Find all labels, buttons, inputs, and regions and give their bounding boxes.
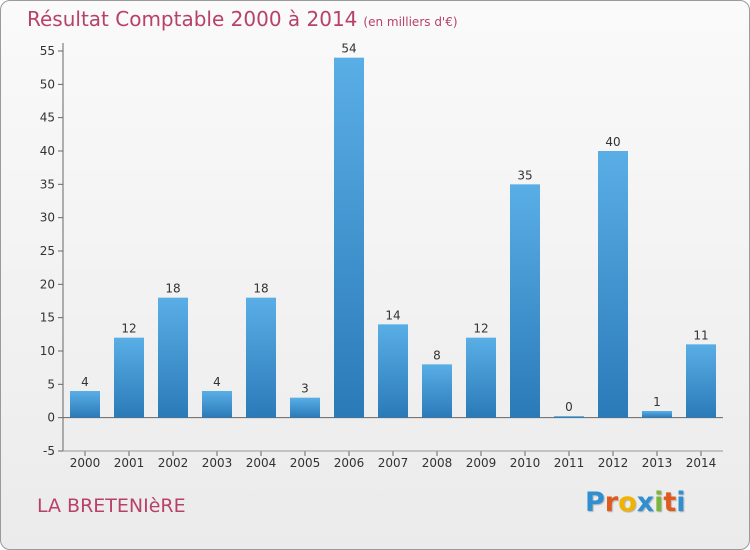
x-tick-label-2011: 2011 bbox=[554, 456, 585, 470]
y-tick-label: 50 bbox=[40, 77, 55, 91]
bar-2007 bbox=[378, 324, 408, 418]
logo-letter: i bbox=[676, 487, 686, 518]
x-tick-label-2008: 2008 bbox=[422, 456, 453, 470]
data-label-2011: 0 bbox=[565, 400, 573, 414]
y-tick-label: 0 bbox=[47, 411, 55, 425]
commune-name: LA BRETENIèRE bbox=[37, 495, 186, 517]
bar-2004 bbox=[246, 297, 276, 418]
data-label-2005: 3 bbox=[301, 382, 309, 396]
bar-2003 bbox=[202, 391, 232, 418]
y-tick-label: 5 bbox=[47, 377, 55, 391]
y-tick-label: 25 bbox=[40, 244, 55, 258]
logo-letter: P bbox=[585, 487, 605, 518]
chart-title-text: Résultat Comptable 2000 à 2014 bbox=[27, 7, 358, 31]
y-tick-label: 35 bbox=[40, 177, 55, 191]
logo-letter: o bbox=[618, 487, 637, 518]
y-tick-label: 45 bbox=[40, 111, 55, 125]
bar-2008 bbox=[422, 364, 452, 418]
data-label-2012: 40 bbox=[605, 135, 620, 149]
x-tick-label-2014: 2014 bbox=[686, 456, 717, 470]
logo-letter: i bbox=[654, 487, 664, 518]
proxiti-logo: Proxiti bbox=[585, 487, 686, 518]
data-label-2000: 4 bbox=[81, 375, 89, 389]
x-tick-label-2001: 2001 bbox=[114, 456, 145, 470]
data-label-2010: 35 bbox=[517, 168, 532, 182]
x-tick-label-2006: 2006 bbox=[334, 456, 365, 470]
x-tick-label-2002: 2002 bbox=[158, 456, 189, 470]
bar-2009 bbox=[466, 337, 496, 418]
data-label-2013: 1 bbox=[653, 395, 661, 409]
chart-subtitle: (en milliers d'€) bbox=[363, 15, 458, 29]
y-tick-label: 15 bbox=[40, 311, 55, 325]
x-tick-label-2012: 2012 bbox=[598, 456, 629, 470]
data-label-2009: 12 bbox=[473, 322, 488, 336]
bar-2010 bbox=[510, 184, 540, 418]
bar-2014 bbox=[686, 344, 716, 418]
x-tick-label-2013: 2013 bbox=[642, 456, 673, 470]
bar-2002 bbox=[158, 297, 188, 418]
bar-2012 bbox=[598, 151, 628, 418]
bar-2000 bbox=[70, 391, 100, 418]
y-tick-label: 55 bbox=[40, 44, 55, 58]
data-label-2003: 4 bbox=[213, 375, 221, 389]
bar-2013 bbox=[642, 411, 672, 418]
data-label-2002: 18 bbox=[165, 282, 180, 296]
x-tick-label-2005: 2005 bbox=[290, 456, 321, 470]
bar-2005 bbox=[290, 397, 320, 418]
data-label-2006: 54 bbox=[341, 42, 356, 56]
x-tick-label-2010: 2010 bbox=[510, 456, 541, 470]
x-tick-label-2009: 2009 bbox=[466, 456, 497, 470]
data-label-2001: 12 bbox=[121, 322, 136, 336]
x-tick-label-2003: 2003 bbox=[202, 456, 233, 470]
y-tick-label: 20 bbox=[40, 277, 55, 291]
x-tick-label-2000: 2000 bbox=[70, 456, 101, 470]
x-tick-label-2007: 2007 bbox=[378, 456, 409, 470]
y-tick-label: 40 bbox=[40, 144, 55, 158]
bar-2011 bbox=[554, 416, 584, 418]
bar-2001 bbox=[114, 337, 144, 418]
x-tick-label-2004: 2004 bbox=[246, 456, 277, 470]
y-tick-label: 10 bbox=[40, 344, 55, 358]
logo-letter: t bbox=[663, 487, 677, 518]
chart-title: Résultat Comptable 2000 à 2014 (en millie… bbox=[27, 7, 458, 31]
y-tick-label: -5 bbox=[43, 444, 55, 458]
data-label-2014: 11 bbox=[693, 328, 708, 342]
data-label-2007: 14 bbox=[385, 308, 400, 322]
bar-2006 bbox=[334, 57, 364, 418]
y-tick-label: 30 bbox=[40, 211, 55, 225]
data-label-2004: 18 bbox=[253, 282, 268, 296]
data-label-2008: 8 bbox=[433, 348, 441, 362]
logo-letter: r bbox=[604, 487, 619, 518]
logo-letter: x bbox=[636, 487, 655, 518]
